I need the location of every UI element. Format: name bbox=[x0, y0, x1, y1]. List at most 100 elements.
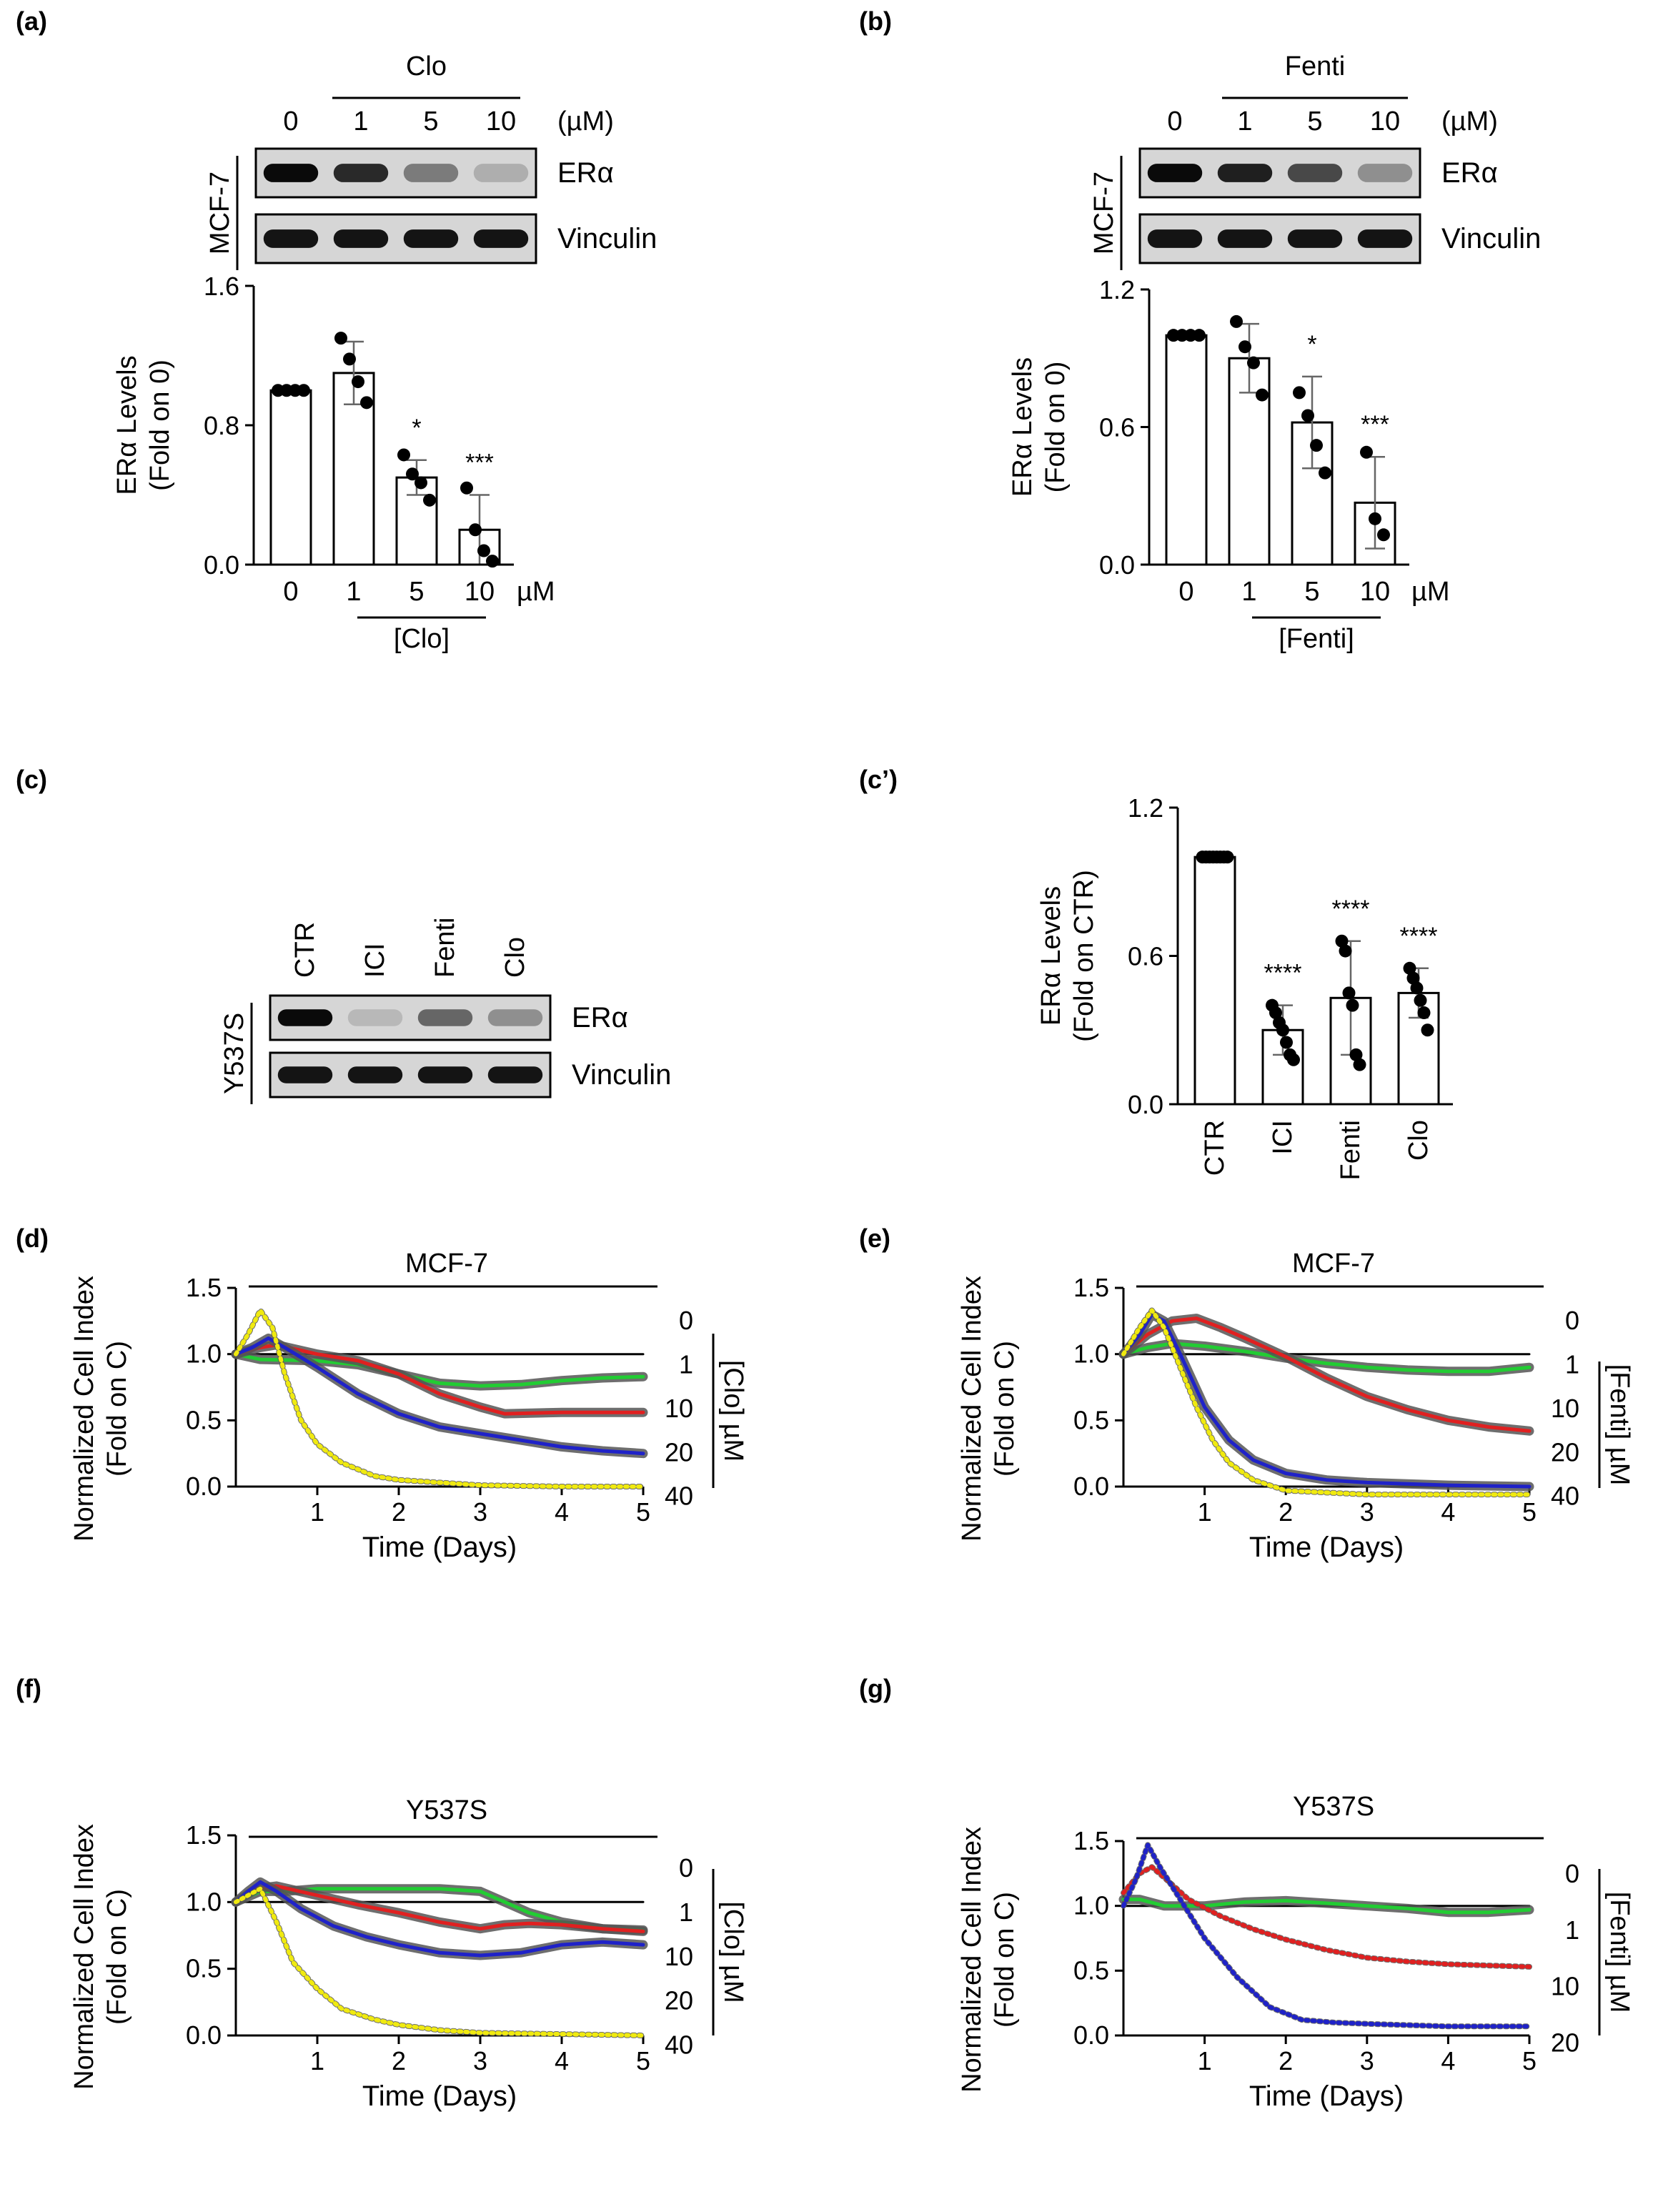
blot-band bbox=[333, 164, 389, 182]
legend-label: [Clo] µM bbox=[718, 1360, 748, 1462]
data-point bbox=[343, 352, 356, 366]
legend-entry: 40 bbox=[665, 1482, 693, 1511]
data-point bbox=[1287, 1053, 1300, 1066]
data-point bbox=[1369, 512, 1381, 525]
legend-entry: 20 bbox=[665, 1986, 693, 2015]
legend-entry: 0 bbox=[679, 1306, 693, 1335]
significance-mark: **** bbox=[1400, 923, 1438, 950]
data-point bbox=[352, 375, 364, 389]
blot-band bbox=[1217, 164, 1273, 182]
blot-row-label: ERα bbox=[557, 157, 614, 189]
data-point bbox=[1193, 329, 1206, 342]
x-tick-label: 1 bbox=[1241, 577, 1256, 607]
blot-band bbox=[347, 1066, 403, 1083]
blot-lane-label: Fenti bbox=[430, 918, 460, 978]
series-shadow-40 bbox=[1121, 1307, 1532, 1498]
y-tick-label: 1.5 bbox=[1073, 1826, 1109, 1855]
y-tick-label: 0.5 bbox=[1073, 1405, 1109, 1434]
blot-band bbox=[1147, 164, 1203, 182]
x-tick-label: 5 bbox=[636, 1497, 650, 1527]
x-tick-label: 10 bbox=[465, 577, 495, 607]
blot-band bbox=[333, 229, 389, 248]
y-tick-label: 0.6 bbox=[1128, 942, 1163, 971]
western-blot-a: Clo 0 1 5 10 (µM) ERα Vinculin MCF-7 bbox=[205, 51, 657, 270]
series-line-40 bbox=[234, 1886, 645, 2038]
series-line-20 bbox=[234, 1880, 645, 1958]
y-tick-label: 1.0 bbox=[186, 1339, 222, 1369]
legend-entry: 10 bbox=[1551, 1972, 1579, 2001]
blot-band bbox=[473, 229, 529, 248]
y-tick-label: 0.5 bbox=[1073, 1955, 1109, 1985]
blot-band bbox=[487, 1066, 543, 1083]
y-tick-label: 0.0 bbox=[204, 550, 239, 580]
legend-entry: 20 bbox=[665, 1437, 693, 1467]
data-point bbox=[1310, 439, 1323, 452]
data-point bbox=[1238, 340, 1251, 354]
blot-band bbox=[403, 229, 459, 248]
data-point bbox=[1410, 981, 1424, 995]
x-tick-label: 5 bbox=[409, 577, 424, 607]
blot-lane-label: 0 bbox=[1167, 106, 1182, 137]
y-tick-label: 1.6 bbox=[204, 272, 239, 301]
x-axis-label: Time (Days) bbox=[1249, 1532, 1404, 1563]
blot-lane-label: 5 bbox=[1307, 106, 1322, 137]
data-point bbox=[1342, 986, 1356, 1000]
blot-lane-label: 1 bbox=[1237, 106, 1252, 137]
blot-row-label: ERα bbox=[572, 1002, 628, 1033]
bar bbox=[1193, 855, 1236, 1106]
legend-label: [Clo] µM bbox=[718, 1901, 748, 2003]
data-point bbox=[1247, 356, 1260, 370]
line-chart-d: MCF-7 0.0 0.5 1.0 1.5 1 2 3 4 5 Time (Days) Normali… bbox=[69, 1249, 748, 1563]
blot-row-label: Vinculin bbox=[572, 1059, 671, 1091]
significance-mark: * bbox=[412, 415, 421, 442]
blot-band bbox=[1357, 229, 1413, 248]
data-point bbox=[1339, 944, 1352, 958]
blot-band bbox=[1217, 229, 1273, 248]
chart-title: Y537S bbox=[1293, 1792, 1374, 1822]
blot-band bbox=[1147, 229, 1203, 248]
x-tick-label: 3 bbox=[1360, 2046, 1374, 2075]
data-point bbox=[1221, 850, 1234, 864]
data-point bbox=[1349, 1048, 1363, 1061]
x-group-label: [Fenti] bbox=[1279, 624, 1354, 654]
data-point bbox=[1414, 993, 1427, 1007]
series-line-20 bbox=[234, 1336, 645, 1456]
blot-cell-line-label: Y537S bbox=[219, 1013, 249, 1094]
blot-cell-line-label: MCF-7 bbox=[205, 172, 235, 254]
y-tick-label: 1.2 bbox=[1099, 275, 1135, 304]
y-tick-label: 0.0 bbox=[186, 2020, 222, 2050]
y-tick-label: 1.2 bbox=[1128, 793, 1163, 823]
blot-band bbox=[347, 1009, 403, 1026]
legend-entry: 20 bbox=[1551, 1437, 1579, 1467]
legend-entry: 10 bbox=[1551, 1394, 1579, 1423]
blot-unit-label: (µM) bbox=[557, 106, 614, 137]
blot-unit-label: (µM) bbox=[1441, 106, 1498, 137]
legend-entry: 1 bbox=[679, 1898, 693, 1927]
legend-entry: 1 bbox=[1565, 1915, 1579, 1945]
bar-chart-c2: 0.0 0.6 1.2 ERα Levels (Fold on CTR) CTR **** I… bbox=[1036, 793, 1453, 1180]
legend-entry: 0 bbox=[1565, 1859, 1579, 1888]
chart-title: MCF-7 bbox=[405, 1249, 488, 1279]
blot-lane-label: 10 bbox=[486, 106, 516, 137]
legend-entry: 1 bbox=[1565, 1349, 1579, 1379]
y-axis-label: Normalized Cell Index bbox=[957, 1827, 987, 2093]
significance-mark: *** bbox=[465, 450, 494, 477]
x-tick-label: Fenti bbox=[1336, 1120, 1366, 1180]
blot-group-label: Fenti bbox=[1285, 51, 1345, 81]
x-tick-label: 1 bbox=[346, 577, 361, 607]
blot-group-label: Clo bbox=[406, 51, 447, 81]
y-tick-label: 0.0 bbox=[1073, 1472, 1109, 1501]
x-tick-label: 10 bbox=[1360, 577, 1390, 607]
blot-band bbox=[263, 229, 319, 248]
x-tick-label: 0 bbox=[283, 577, 298, 607]
legend-entry: 20 bbox=[1551, 2028, 1579, 2057]
y-tick-label: 1.0 bbox=[1073, 1891, 1109, 1920]
line-chart-f: Y537S 0.0 0.5 1.0 1.5 1 2 3 4 5 Time (Days) Normali… bbox=[69, 1795, 748, 2112]
x-tick-label: 3 bbox=[473, 2046, 487, 2075]
y-tick-label: 1.5 bbox=[186, 1820, 222, 1850]
bar-chart-b: 0.0 0.6 1.2 ERα Levels (Fold on 0) 0 1 * 5 *** 10 µ… bbox=[1008, 275, 1450, 654]
panel-label-7: (g) bbox=[859, 1674, 892, 1703]
x-tick-label: Clo bbox=[1404, 1120, 1434, 1161]
x-tick-label: 5 bbox=[1522, 1497, 1537, 1527]
